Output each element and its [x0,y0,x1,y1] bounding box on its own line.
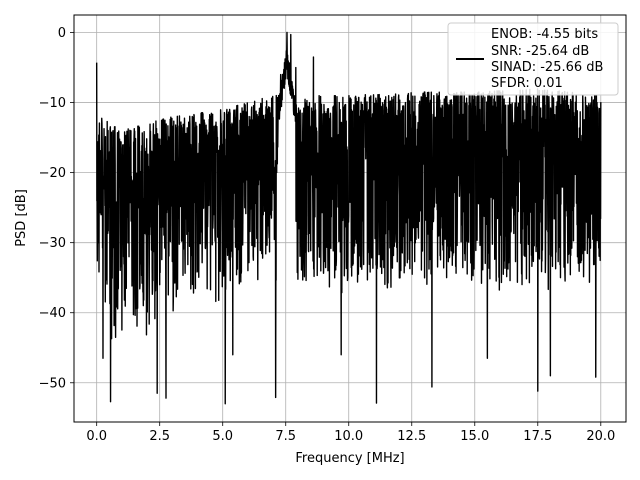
y-tick-label: −50 [39,376,66,391]
x-tick-label: 2.5 [149,429,170,444]
plot-frame [73,14,627,423]
x-tick-label: 20.0 [586,429,615,444]
x-axis-ticks: 0.0 2.5 5.0 7.5 10.0 12.5 15.0 17.5 20.0 [86,422,615,444]
y-tick-label: −40 [39,306,66,321]
y-tick-label: −20 [39,166,66,181]
y-tick-label: −10 [39,96,66,111]
legend-box [447,22,619,96]
x-tick-label: 15.0 [460,429,489,444]
y-axis-label: PSD [dB] [14,189,29,247]
legend-entry-line-1: ENOB: -4.55 bits [491,27,598,42]
y-tick-label: 0 [58,26,66,41]
legend-entry-line-4: SFDR: 0.01 [491,76,563,91]
x-axis-label: Frequency [MHz] [295,451,404,466]
x-tick-label: 7.5 [275,429,296,444]
x-tick-label: 17.5 [523,429,552,444]
y-axis-ticks: 0 −10 −20 −30 −40 −50 [39,26,74,391]
legend-entry-line-2: SNR: -25.64 dB [491,44,589,59]
x-tick-label: 5.0 [212,429,233,444]
legend: ENOB: -4.55 bits SNR: -25.64 dB SINAD: -… [447,22,619,96]
x-tick-label: 0.0 [86,429,107,444]
legend-entry-line-3: SINAD: -25.66 dB [491,60,603,75]
y-tick-label: −30 [39,236,66,251]
x-tick-label: 12.5 [397,429,426,444]
psd-series-line [95,31,602,405]
x-tick-label: 10.0 [334,429,363,444]
series-group [95,31,602,405]
